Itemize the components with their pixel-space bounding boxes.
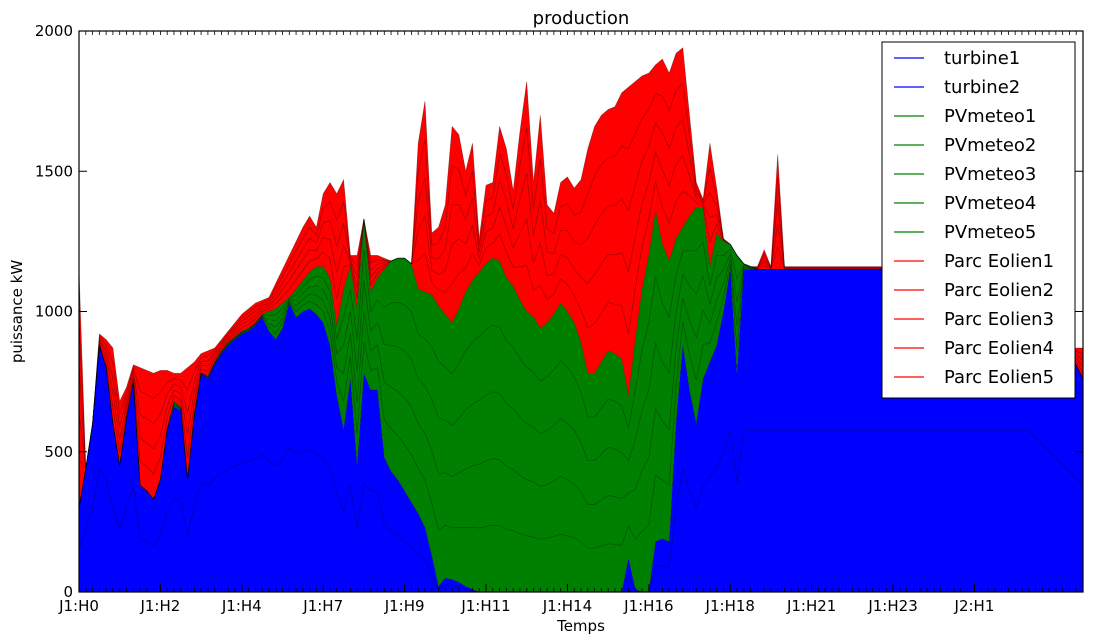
legend-label: PVmeteo1 xyxy=(944,106,1036,127)
x-tick-label: J1:H16 xyxy=(623,597,673,615)
x-tick-label: J1:H23 xyxy=(867,597,917,615)
legend-label: turbine2 xyxy=(944,77,1020,98)
x-tick-label: J1:H4 xyxy=(221,597,262,615)
x-axis-ticks: J1:H0 J1:H2 J1:H4 J1:H7 J1:H9 J1:H11 J1:H14 J1:… xyxy=(58,31,1084,615)
legend-box xyxy=(881,41,1076,399)
x-tick-label: J1:H14 xyxy=(542,597,592,615)
legend-label: Parc Eolien1 xyxy=(944,251,1054,272)
y-axis-ticks: 0 500 1000 1500 2000 xyxy=(35,22,1083,601)
wind-area xyxy=(79,47,1083,508)
legend-label: PVmeteo4 xyxy=(944,193,1036,214)
y-tick-label: 2000 xyxy=(35,22,73,40)
x-axis-title: Temps xyxy=(556,617,605,635)
x-tick-label: J1:H2 xyxy=(139,597,180,615)
turbine-area xyxy=(79,269,1083,592)
x-tick-label: J1:H11 xyxy=(460,597,510,615)
y-tick-label: 1500 xyxy=(35,162,73,180)
x-tick-label: J2:H1 xyxy=(954,597,995,615)
x-tick-label: J1:H0 xyxy=(58,597,99,615)
y-tick-label: 1000 xyxy=(35,303,73,321)
y-tick-label: 0 xyxy=(63,583,73,601)
legend: turbine1 turbine2 PVmeteo1 PVmeteo2 PVmeteo3… xyxy=(881,41,1076,399)
legend-label: Parc Eolien5 xyxy=(944,367,1054,388)
legend-label: PVmeteo5 xyxy=(944,222,1036,243)
x-tick-label: J1:H18 xyxy=(705,597,755,615)
x-tick-label: J1:H9 xyxy=(384,597,425,615)
legend-label: PVmeteo3 xyxy=(944,164,1036,185)
legend-label: Parc Eolien3 xyxy=(944,309,1054,330)
x-tick-label: J1:H7 xyxy=(302,597,343,615)
legend-label: Parc Eolien4 xyxy=(944,338,1054,359)
chart-title: production xyxy=(533,8,630,29)
pv-area xyxy=(79,207,1083,592)
legend-label: Parc Eolien2 xyxy=(944,280,1054,301)
y-tick-label: 500 xyxy=(44,443,73,461)
legend-label: PVmeteo2 xyxy=(944,135,1036,156)
x-tick-label: J1:H21 xyxy=(786,597,836,615)
y-axis-title: puissance kW xyxy=(8,260,26,363)
plot-frame xyxy=(78,30,1084,593)
legend-label: turbine1 xyxy=(944,48,1020,69)
